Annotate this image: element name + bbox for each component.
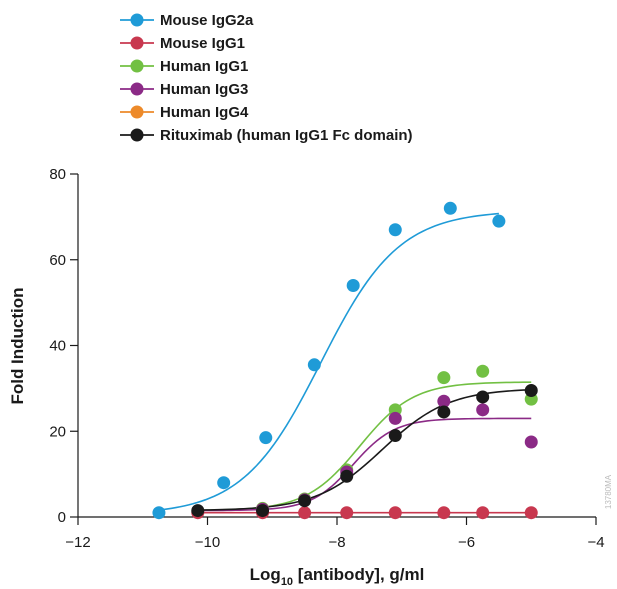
point-mouse-igg1 [524,506,538,520]
legend-label: Human IgG3 [160,81,248,98]
point-rituximab-human-igg1-fc-domain [256,504,270,518]
point-rituximab-human-igg1-fc-domain [476,390,490,404]
legend-label: Mouse IgG1 [160,35,245,52]
point-mouse-igg1 [476,506,490,520]
axes: 0 20 40 60 80 −12 −10 −8 −6 −4 [49,166,604,551]
legend-marker [130,82,144,96]
point-rituximab-human-igg1-fc-domain [340,469,354,483]
point-human-igg3 [437,394,451,408]
legend-label: Mouse IgG2a [160,12,254,29]
point-mouse-igg1 [388,506,402,520]
point-mouse-igg2a [217,476,231,490]
point-mouse-igg2a [307,358,321,372]
point-mouse-igg1 [298,506,312,520]
curve-human-igg3 [197,417,532,512]
legend-label: Rituximab (human IgG1 Fc domain) [160,127,413,144]
point-rituximab-human-igg1-fc-domain [524,384,538,398]
point-rituximab-human-igg1-fc-domain [298,494,312,508]
x-ticks: −12 −10 −8 −6 −4 [65,517,605,551]
x-tick-label: −8 [328,534,345,551]
x-tick-label: −6 [458,534,475,551]
legend-marker [130,59,144,73]
y-tick-label: 20 [49,423,66,440]
legend-marker [130,128,144,142]
point-mouse-igg2a [346,278,360,292]
point-human-igg3 [388,411,402,425]
point-mouse-igg1 [437,506,451,520]
point-rituximab-human-igg1-fc-domain [388,429,402,443]
figure-code-watermark: 13780MA [604,474,613,509]
legend-marker [130,105,144,119]
x-tick-label: −4 [587,534,604,551]
point-human-igg3 [524,435,538,449]
legend-marker [130,13,144,27]
legend-label: Human IgG4 [160,104,249,121]
legend-item-mouse-igg2a: Mouse IgG2a [120,12,254,29]
legend-item-human-igg1: Human IgG1 [120,58,248,75]
point-human-igg3 [476,403,490,417]
legend-item-human-igg3: Human IgG3 [120,81,248,98]
x-axis-title-subscript: 10 [281,576,293,588]
y-tick-label: 0 [58,509,66,526]
point-mouse-igg2a [152,506,166,520]
x-axis-title: Log10 [antibody], g/ml [250,565,425,588]
x-tick-label: −12 [65,534,90,551]
point-rituximab-human-igg1-fc-domain [191,504,205,518]
point-mouse-igg2a [259,431,273,445]
y-tick-label: 80 [49,166,66,183]
point-human-igg1 [437,371,451,385]
point-mouse-igg2a [492,214,506,228]
x-axis-title-main: Log [250,565,281,584]
legend-item-mouse-igg1: Mouse IgG1 [120,35,245,52]
y-ticks: 0 20 40 60 80 [49,166,78,526]
y-tick-label: 60 [49,252,66,269]
point-mouse-igg2a [388,223,402,237]
point-mouse-igg1 [340,506,354,520]
point-human-igg1 [476,364,490,378]
legend-label: Human IgG1 [160,58,248,75]
legend-marker [130,36,144,50]
curve-rituximab-human-igg1-fc-domain [197,388,532,511]
point-mouse-igg2a [443,201,457,215]
x-tick-label: −10 [195,534,220,551]
curve-mouse-igg2a [158,212,499,511]
x-axis-title-rest: [antibody], g/ml [293,565,424,584]
fit-curves [158,212,532,514]
legend: Mouse IgG2a Mouse IgG1 Human IgG1 Human IgG… [120,12,413,144]
data-points [152,201,538,520]
legend-item-human-igg4: Human IgG4 [120,104,249,121]
y-tick-label: 40 [49,338,66,355]
point-rituximab-human-igg1-fc-domain [437,405,451,419]
legend-item-rituximab-human-igg1-fc-domain: Rituximab (human IgG1 Fc domain) [120,127,413,144]
y-axis-title: Fold Induction [8,287,27,404]
